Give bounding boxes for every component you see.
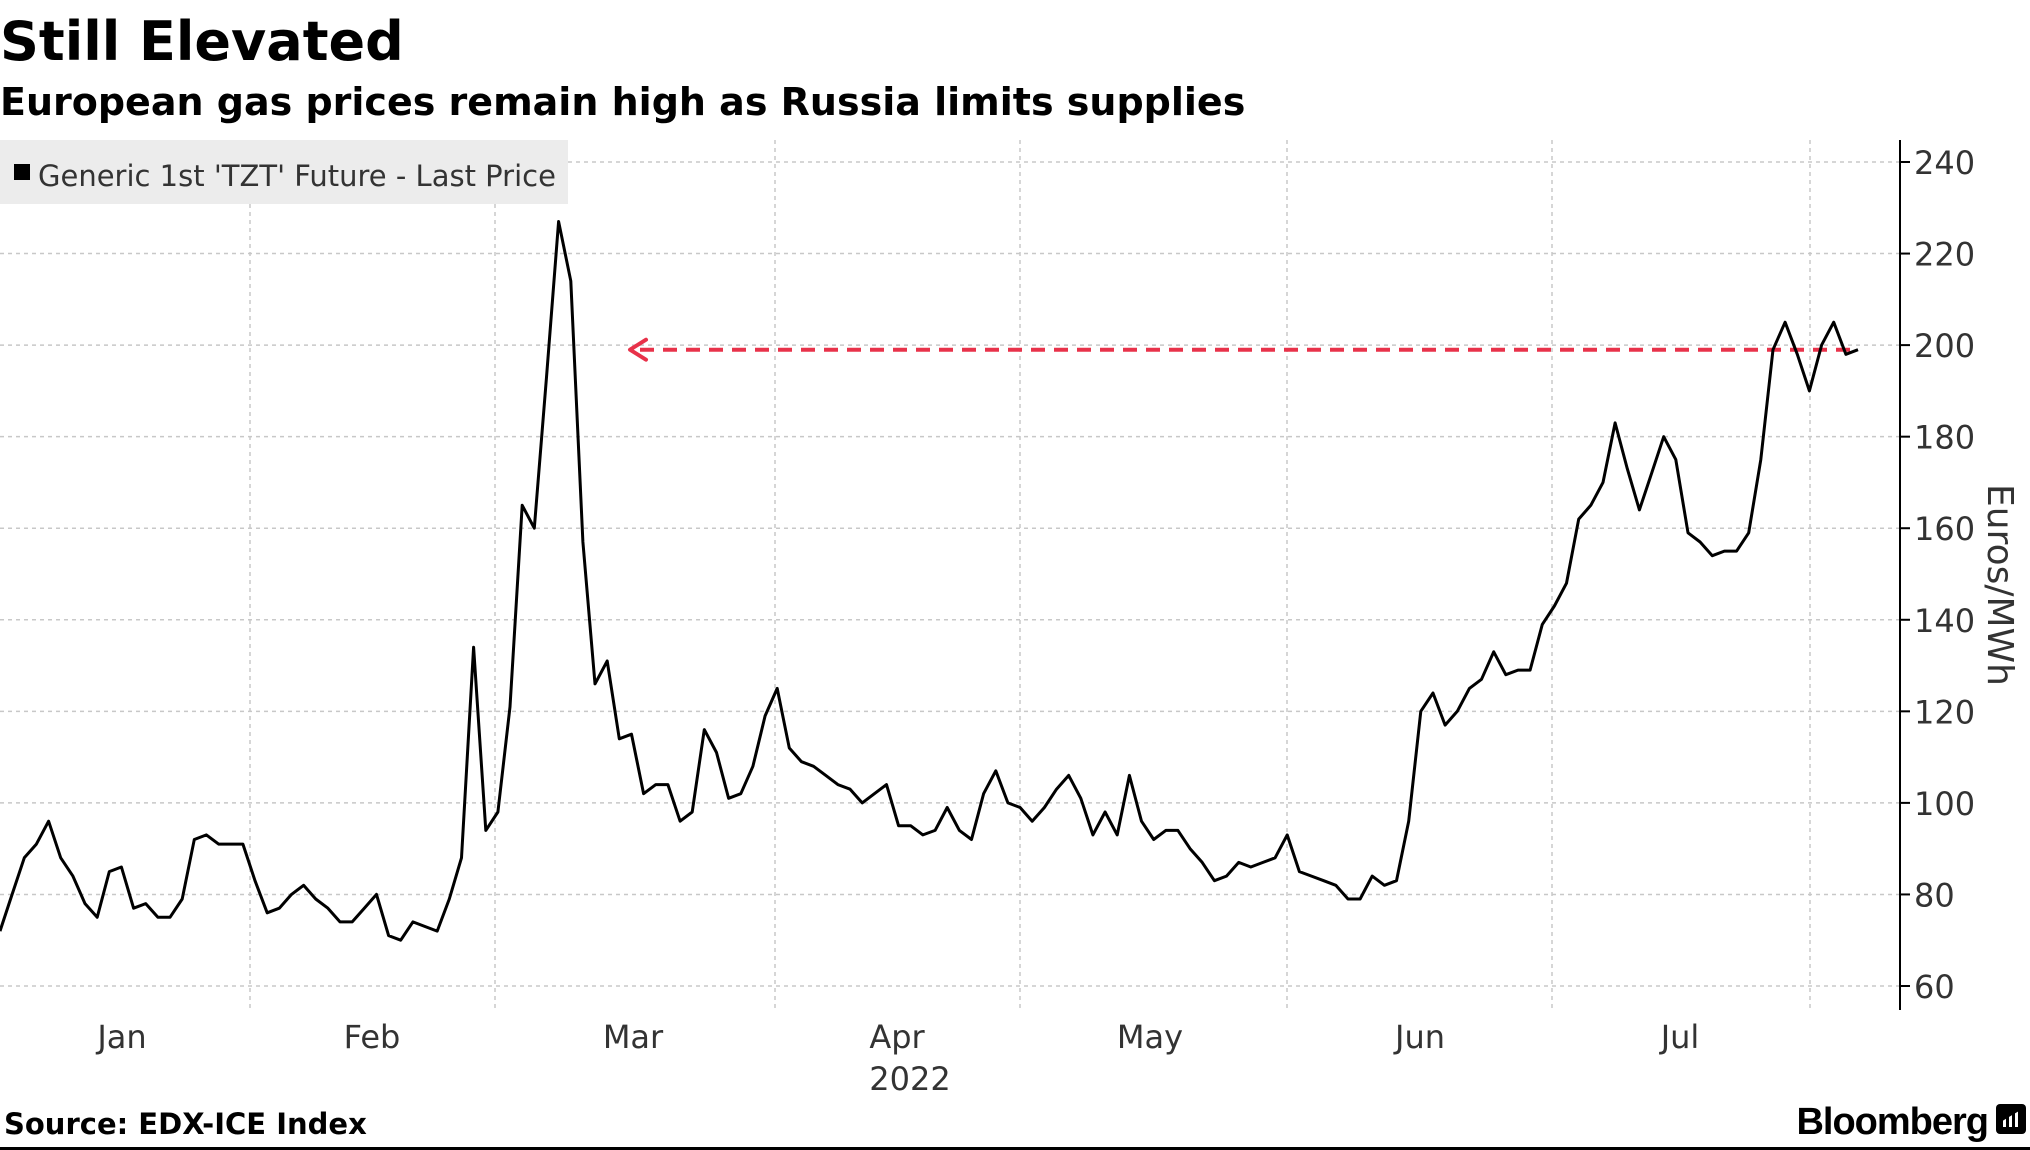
bloomberg-logo: Bloomberg [1796, 1101, 1989, 1143]
y-tick-label: 180 [1914, 419, 1975, 457]
y-axis-label: Euros/MWh [1979, 484, 2020, 686]
y-tick-label: 100 [1914, 785, 1975, 823]
source-note: Source: EDX-ICE Index [4, 1107, 367, 1141]
legend-box [0, 140, 568, 204]
x-tick-label: Jul [1659, 1018, 1700, 1056]
x-tick-label: Apr [869, 1018, 925, 1056]
annotation-arrowhead [628, 337, 648, 362]
y-tick-label: 220 [1914, 236, 1975, 274]
chart-title: Still Elevated [0, 10, 404, 73]
x-tick-label: May [1117, 1018, 1183, 1056]
y-tick-label: 240 [1914, 144, 1975, 182]
y-axis-ticks: 60 80 100 120 140 160 180 200 220 240 [1900, 144, 1975, 1006]
x-tick-label: Feb [344, 1018, 401, 1056]
x-axis-year-label: 2022 [869, 1060, 950, 1098]
y-tick-label: 80 [1914, 876, 1955, 914]
bottom-rule [0, 1147, 2030, 1150]
y-tick-label: 200 [1914, 327, 1975, 365]
y-tick-label: 140 [1914, 602, 1975, 640]
level-annotation [628, 337, 1855, 362]
y-tick-label: 160 [1914, 510, 1975, 548]
y-tick-label: 60 [1914, 968, 1955, 1006]
grid-lines [0, 140, 1900, 1010]
y-tick-label: 120 [1914, 693, 1975, 731]
legend-swatch [14, 164, 30, 180]
price-series-line [0, 220, 1859, 942]
x-tick-label: Jan [95, 1018, 146, 1056]
x-tick-label: Mar [603, 1018, 664, 1056]
legend-label: Generic 1st 'TZT' Future - Last Price [38, 159, 556, 193]
chart-subtitle: European gas prices remain high as Russi… [0, 80, 1246, 124]
x-tick-label: Jun [1393, 1018, 1445, 1056]
x-axis-ticks: Jan Feb Mar Apr May Jun Jul [95, 1018, 1699, 1056]
bloomberg-chart-icon [1996, 1104, 2026, 1134]
